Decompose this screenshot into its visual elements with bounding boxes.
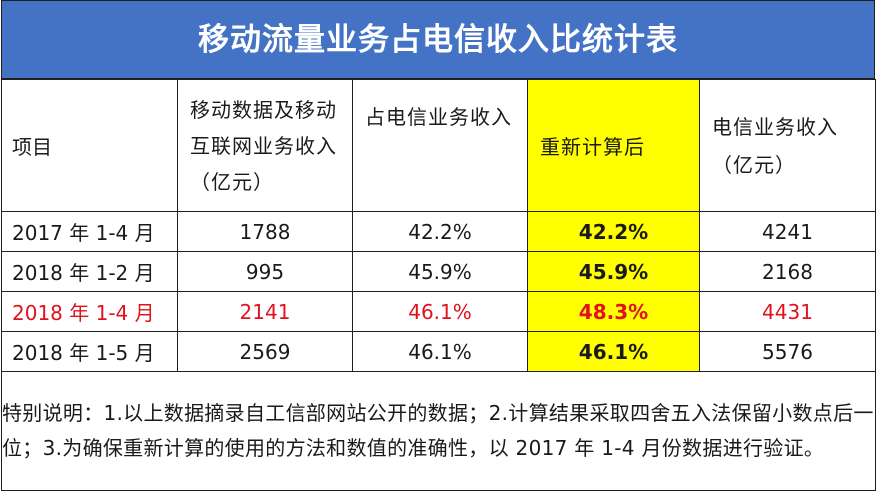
recalc-cell: 48.3% bbox=[527, 291, 700, 332]
share-cell: 42.2% bbox=[352, 211, 528, 252]
table-row: 2018 年 1-5 月 2569 46.1% 46.1% 5576 bbox=[1, 331, 876, 372]
header-recalc: 重新计算后 bbox=[527, 79, 700, 212]
table-title: 移动流量业务占电信收入比统计表 bbox=[1, 0, 875, 79]
period-cell: 2018 年 1-5 月 bbox=[1, 331, 178, 372]
recalc-cell: 45.9% bbox=[527, 251, 700, 292]
header-telecom-revenue: 电信业务收入（亿元） bbox=[699, 79, 876, 212]
note-row: 特别说明：1.以上数据摘录自工信部网站公开的数据；2.计算结果采取四舍五入法保留… bbox=[1, 371, 876, 491]
telecom-revenue-cell: 2168 bbox=[699, 251, 876, 292]
recalc-cell: 46.1% bbox=[527, 331, 700, 372]
mobile-revenue-cell: 2141 bbox=[177, 291, 353, 332]
recalc-cell: 42.2% bbox=[527, 211, 700, 252]
header-share: 占电信业务收入 bbox=[352, 79, 528, 212]
table-row: 2017 年 1-4 月 1788 42.2% 42.2% 4241 bbox=[1, 211, 876, 252]
header-row: 项目 移动数据及移动互联网业务收入（亿元） 占电信业务收入 重新计算后 电信业务… bbox=[1, 79, 876, 212]
share-cell: 46.1% bbox=[352, 331, 528, 372]
table-row: 2018 年 1-2 月 995 45.9% 45.9% 2168 bbox=[1, 251, 876, 292]
special-note: 特别说明：1.以上数据摘录自工信部网站公开的数据；2.计算结果采取四舍五入法保留… bbox=[1, 371, 876, 491]
header-mobile-revenue: 移动数据及移动互联网业务收入（亿元） bbox=[177, 79, 353, 212]
mobile-revenue-cell: 2569 bbox=[177, 331, 353, 372]
period-cell: 2018 年 1-4 月 bbox=[1, 291, 178, 332]
telecom-revenue-cell: 4241 bbox=[699, 211, 876, 252]
telecom-revenue-cell: 4431 bbox=[699, 291, 876, 332]
period-cell: 2017 年 1-4 月 bbox=[1, 211, 178, 252]
period-cell: 2018 年 1-2 月 bbox=[1, 251, 178, 292]
telecom-revenue-cell: 5576 bbox=[699, 331, 876, 372]
mobile-revenue-cell: 1788 bbox=[177, 211, 353, 252]
mobile-revenue-cell: 995 bbox=[177, 251, 353, 292]
share-cell: 46.1% bbox=[352, 291, 528, 332]
stats-table: 项目 移动数据及移动互联网业务收入（亿元） 占电信业务收入 重新计算后 电信业务… bbox=[1, 79, 876, 491]
share-cell: 45.9% bbox=[352, 251, 528, 292]
header-item: 项目 bbox=[1, 79, 178, 212]
table-row-highlighted: 2018 年 1-4 月 2141 46.1% 48.3% 4431 bbox=[1, 291, 876, 332]
